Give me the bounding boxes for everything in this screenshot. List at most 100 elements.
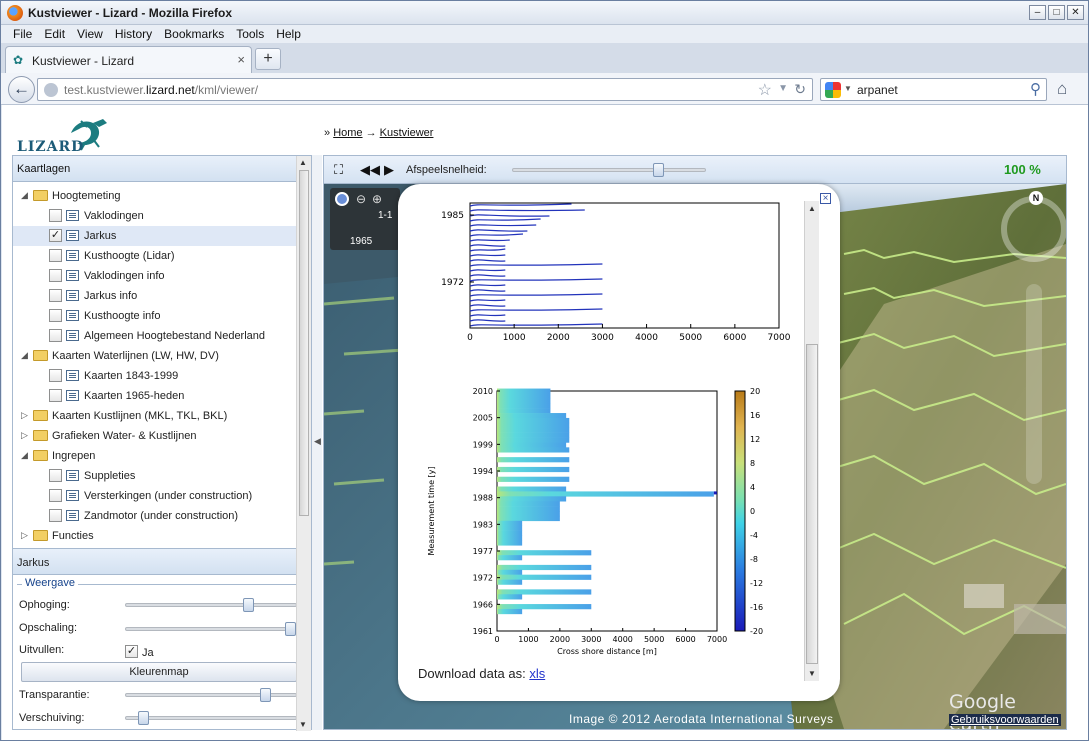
collapse-arrow-icon[interactable]: ◢ xyxy=(21,350,28,360)
close-window-button[interactable]: ✕ xyxy=(1067,5,1084,20)
tree-item[interactable]: ▷ Kaarten Kustlijnen (MKL, TKL, BKL) xyxy=(13,406,296,426)
rewind-icon[interactable]: ◀◀ xyxy=(360,162,380,177)
layer-checkbox[interactable] xyxy=(49,209,62,222)
verschuiving-slider[interactable] xyxy=(125,711,297,725)
ophoging-slider[interactable] xyxy=(125,598,297,612)
tree-item[interactable]: ✓ Jarkus xyxy=(13,226,296,246)
tree-item[interactable]: Kaarten 1965-heden xyxy=(13,386,296,406)
scrollbar-thumb[interactable] xyxy=(299,170,309,516)
layer-checkbox[interactable]: ✓ xyxy=(49,229,62,242)
panel-splitter[interactable]: ◀ xyxy=(312,155,322,730)
maximize-button[interactable]: □ xyxy=(1048,5,1065,20)
reload-icon[interactable]: ↻ xyxy=(794,81,806,97)
menu-help[interactable]: Help xyxy=(276,27,301,41)
search-engine-dropdown-icon[interactable]: ▼ xyxy=(844,84,852,93)
new-tab-button[interactable]: + xyxy=(255,48,281,70)
home-icon[interactable]: ⌂ xyxy=(1057,79,1068,98)
layer-checkbox[interactable] xyxy=(49,369,62,382)
bookmark-star-icon[interactable]: ☆ xyxy=(757,82,772,99)
google-icon[interactable] xyxy=(825,82,841,98)
collapse-arrow-icon[interactable]: ◢ xyxy=(21,190,28,200)
verschuiving-slider-handle[interactable] xyxy=(138,711,149,725)
popup-scrollbar[interactable]: ▲ ▼ xyxy=(804,201,819,681)
tree-item[interactable]: Vaklodingen xyxy=(13,206,296,226)
breadcrumb-home-link[interactable]: Home xyxy=(333,127,363,139)
tree-item[interactable]: Kusthoogte info xyxy=(13,306,296,326)
folder-icon xyxy=(33,190,48,201)
tree-item[interactable]: Versterkingen (under construction) xyxy=(13,486,296,506)
url-dropdown-icon[interactable]: ▼ xyxy=(778,83,788,94)
tree-item[interactable]: ▷ Functies xyxy=(13,526,296,546)
address-bar[interactable]: test.kustviewer.lizard.net/kml/viewer/ ☆… xyxy=(37,78,813,101)
transparantie-slider-handle[interactable] xyxy=(260,688,272,702)
menu-tools[interactable]: Tools xyxy=(236,27,265,41)
tree-item[interactable]: Vaklodingen info xyxy=(13,266,296,286)
ophoging-slider-handle[interactable] xyxy=(243,598,255,612)
layer-checkbox[interactable] xyxy=(49,289,62,302)
search-icon[interactable]: ⚲ xyxy=(1030,81,1041,98)
zoom-in-icon[interactable]: ⊕ xyxy=(372,192,383,206)
popup-scroll-up-icon[interactable]: ▲ xyxy=(808,204,816,213)
heatmap-row xyxy=(497,496,567,502)
fullscreen-icon[interactable]: ⛶ xyxy=(334,162,344,177)
tree-item[interactable]: ◢ Kaarten Waterlijnen (LW, HW, DV) xyxy=(13,346,296,366)
clock-icon[interactable] xyxy=(335,192,349,206)
compass-north-icon[interactable]: N xyxy=(1029,191,1043,205)
tree-item[interactable]: Jarkus info xyxy=(13,286,296,306)
popup-scrollbar-thumb[interactable] xyxy=(806,344,818,664)
back-button[interactable]: ← xyxy=(8,76,35,103)
speed-slider[interactable] xyxy=(512,163,706,177)
expand-arrow-icon[interactable]: ▷ xyxy=(21,530,28,540)
uitvullen-checkbox[interactable]: ✓ xyxy=(125,645,138,658)
layer-checkbox[interactable] xyxy=(49,269,62,282)
terms-link[interactable]: Gebruiksvoorwaarden xyxy=(949,714,1061,726)
zoom-out-icon[interactable]: ⊖ xyxy=(356,192,367,206)
colorbar-tick-label: 0 xyxy=(750,507,755,516)
tree-item[interactable]: Kaarten 1843-1999 xyxy=(13,366,296,386)
tab-kustviewer[interactable]: ✿ Kustviewer - Lizard × xyxy=(5,46,252,73)
tab-close-icon[interactable]: × xyxy=(237,52,245,67)
tree-item[interactable]: ◢ Hoogtemeting xyxy=(13,186,296,206)
speed-slider-handle[interactable] xyxy=(653,163,664,177)
tree-item[interactable]: Algemeen Hoogtebestand Nederland xyxy=(13,326,296,346)
breadcrumb-kustviewer-link[interactable]: Kustviewer xyxy=(379,127,434,139)
layer-checkbox[interactable] xyxy=(49,389,62,402)
menu-edit[interactable]: Edit xyxy=(44,27,66,41)
tree-item[interactable]: Suppleties xyxy=(13,466,296,486)
menu-view[interactable]: View xyxy=(77,27,103,41)
popup-close-button[interactable]: × xyxy=(820,193,831,204)
tree-item[interactable]: Zandmotor (under construction) xyxy=(13,506,296,526)
transparantie-slider[interactable] xyxy=(125,688,297,702)
expand-arrow-icon[interactable]: ▷ xyxy=(21,410,28,420)
menu-bookmarks[interactable]: Bookmarks xyxy=(164,27,225,41)
opschaling-slider[interactable] xyxy=(125,622,297,636)
layer-checkbox[interactable] xyxy=(49,489,62,502)
search-box[interactable]: ▼ arpanet ⚲ xyxy=(820,78,1047,101)
layer-checkbox[interactable] xyxy=(49,329,62,342)
collapse-arrow-icon[interactable]: ◢ xyxy=(21,450,28,460)
left-panel-scrollbar[interactable]: ▲ ▼ xyxy=(296,156,311,731)
lizard-logo[interactable]: LIZARD xyxy=(17,113,117,155)
collapse-arrow-icon[interactable]: ◀ xyxy=(314,436,321,446)
kleurenmap-button[interactable]: Kleurenmap xyxy=(21,662,297,682)
menu-history[interactable]: History xyxy=(114,27,153,41)
tree-item[interactable]: Kusthoogte (Lidar) xyxy=(13,246,296,266)
search-input[interactable]: arpanet xyxy=(857,83,898,97)
expand-arrow-icon[interactable]: ▷ xyxy=(21,430,28,440)
popup-scroll-down-icon[interactable]: ▼ xyxy=(808,669,816,678)
scroll-down-icon[interactable]: ▼ xyxy=(299,720,307,729)
tree-item[interactable]: ▷ Grafieken Water- & Kustlijnen xyxy=(13,426,296,446)
layer-checkbox[interactable] xyxy=(49,249,62,262)
profile-line xyxy=(469,274,506,277)
minimize-button[interactable]: – xyxy=(1029,5,1046,20)
scroll-up-icon[interactable]: ▲ xyxy=(299,158,307,167)
layer-checkbox[interactable] xyxy=(49,509,62,522)
tree-item[interactable]: ◢ Ingrepen xyxy=(13,446,296,466)
layer-checkbox[interactable] xyxy=(49,469,62,482)
menu-file[interactable]: File xyxy=(13,27,33,41)
layer-checkbox[interactable] xyxy=(49,309,62,322)
download-xls-link[interactable]: xls xyxy=(529,666,546,681)
url-text[interactable]: test.kustviewer.lizard.net/kml/viewer/ xyxy=(64,83,259,97)
opschaling-slider-handle[interactable] xyxy=(285,622,296,636)
play-icon[interactable]: ▶ xyxy=(384,162,394,177)
